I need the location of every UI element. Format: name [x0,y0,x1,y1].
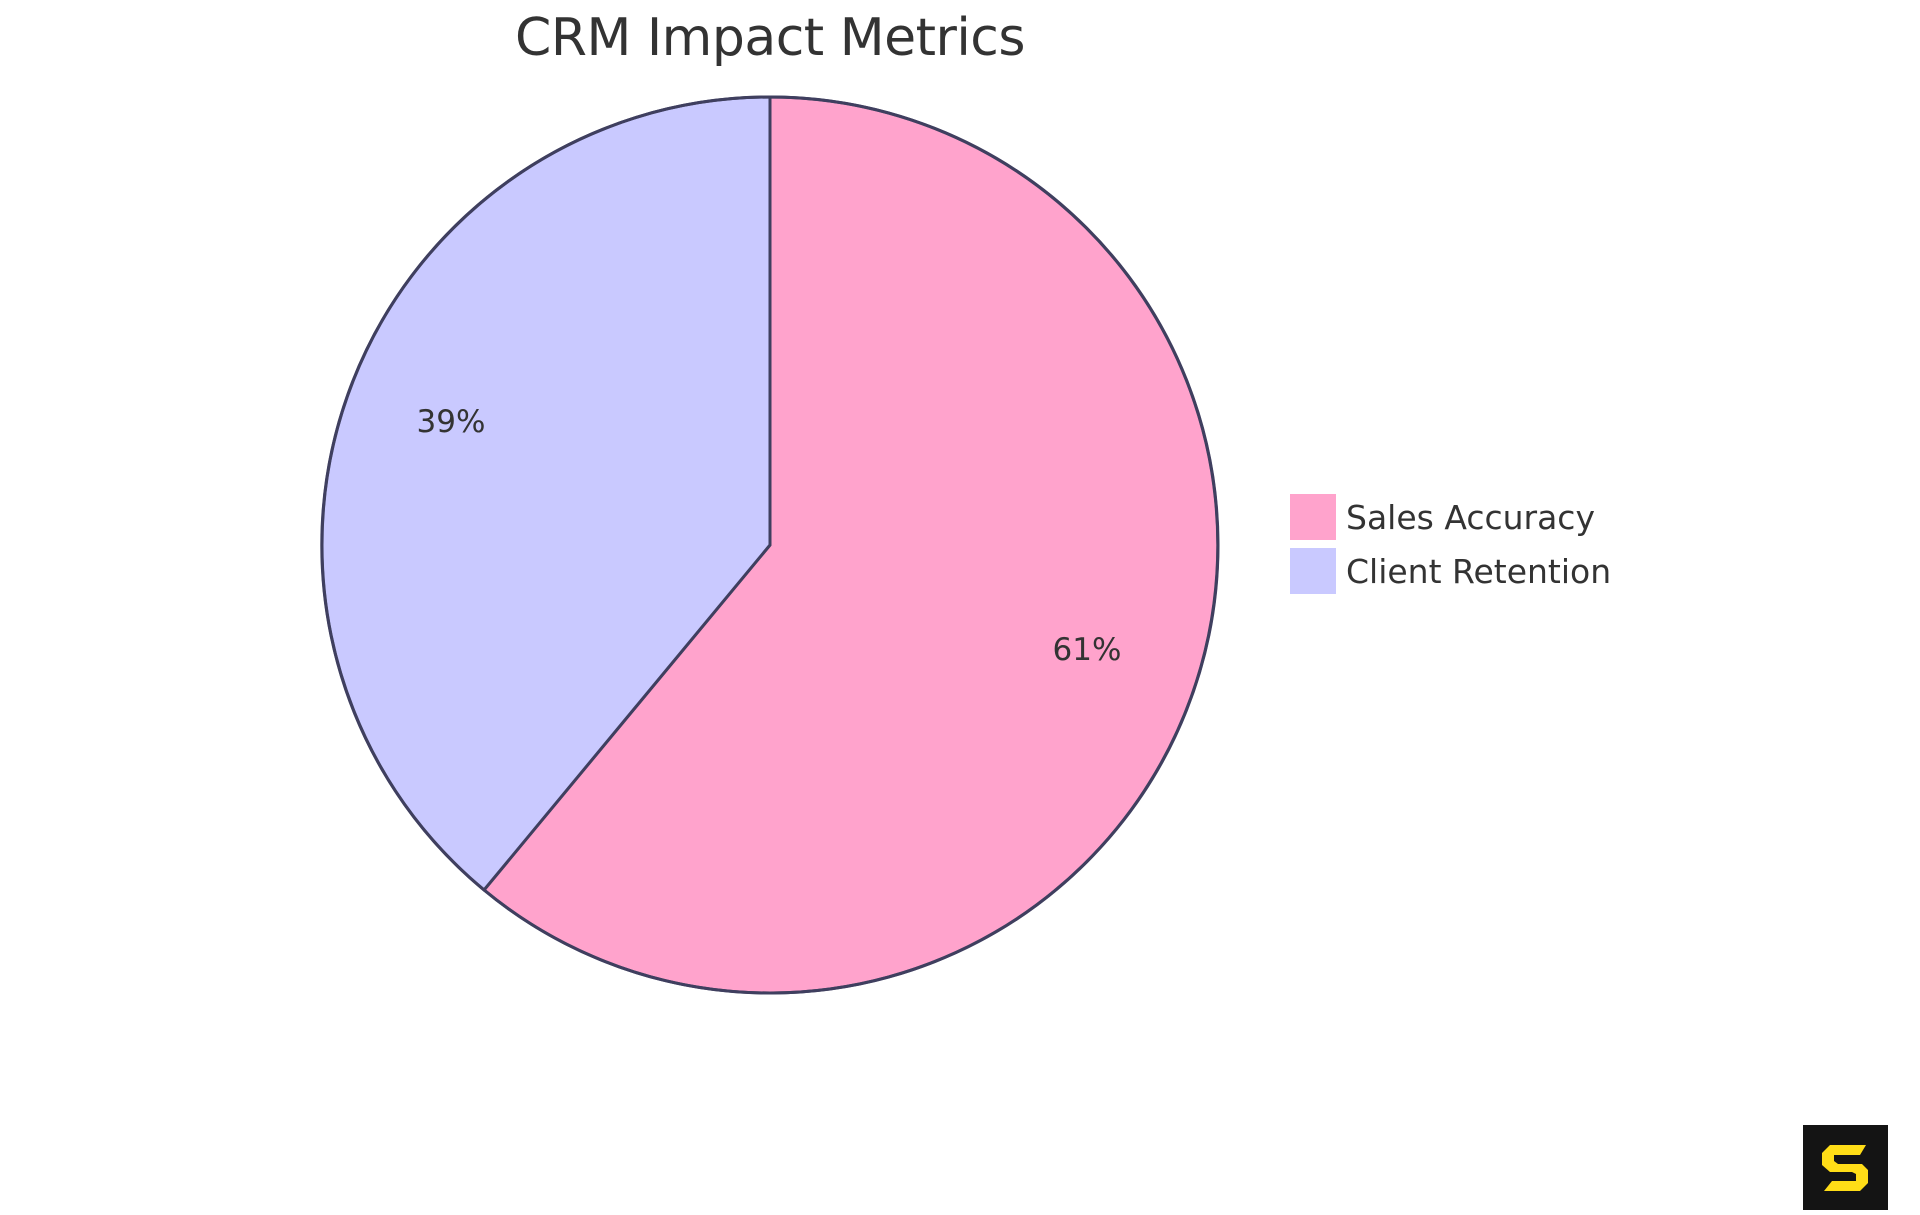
legend-item-client-retention[interactable]: Client Retention [1290,544,1611,598]
pie-outline [320,95,1220,995]
s-logo-icon [1821,1144,1868,1191]
legend-item-sales-accuracy[interactable]: Sales Accuracy [1290,490,1611,544]
chart-title: CRM Impact Metrics [515,8,1025,68]
pie-chart: 61% 39% [320,95,1220,995]
legend-swatch-sales-accuracy [1290,494,1336,540]
brand-logo [1803,1125,1888,1210]
slice-label-sales-accuracy: 61% [1053,632,1122,668]
legend: Sales Accuracy Client Retention [1290,490,1611,598]
legend-swatch-client-retention [1290,548,1336,594]
legend-label: Sales Accuracy [1346,497,1595,537]
slice-label-client-retention: 39% [417,404,486,440]
legend-label: Client Retention [1346,551,1612,591]
